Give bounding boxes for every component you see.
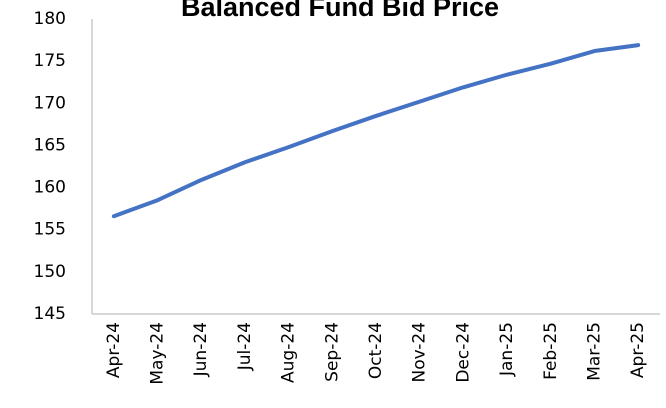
y-tick-label: 145 xyxy=(34,304,66,324)
x-tick-label: Oct-24 xyxy=(366,322,386,379)
x-tick-label: Sep-24 xyxy=(322,322,342,382)
y-tick-label: 175 xyxy=(34,51,66,71)
y-tick-label: 180 xyxy=(34,9,66,29)
x-tick-label: Dec-24 xyxy=(453,322,473,383)
x-tick-label: Nov-24 xyxy=(410,322,430,383)
x-tick-label: May-24 xyxy=(148,322,168,385)
x-tick-label: Apr-24 xyxy=(104,322,124,378)
x-tick-label: Jan-25 xyxy=(497,322,517,377)
x-tick-label: Jun-24 xyxy=(191,322,211,377)
y-tick-label: 165 xyxy=(34,135,66,155)
x-tick-label: Jul-24 xyxy=(235,322,255,371)
x-tick-label: Mar-25 xyxy=(584,322,604,381)
y-tick-label: 170 xyxy=(34,93,66,113)
x-tick-label: Feb-25 xyxy=(541,322,561,380)
y-tick-label: 160 xyxy=(34,178,66,198)
chart-title: Balanced Fund Bid Price xyxy=(181,0,499,22)
y-tick-label: 150 xyxy=(34,262,66,282)
x-tick-label: Aug-24 xyxy=(279,322,299,383)
line-series xyxy=(111,43,641,219)
x-tick-label: Apr-25 xyxy=(628,322,648,378)
y-tick-label: 155 xyxy=(34,220,66,240)
